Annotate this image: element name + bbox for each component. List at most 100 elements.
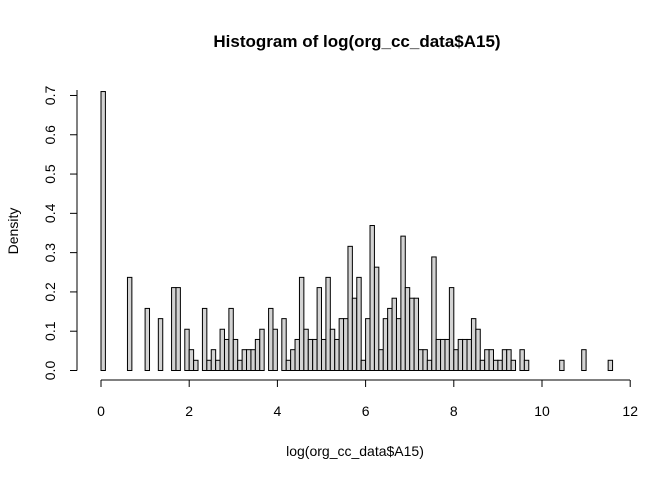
histogram-bar	[334, 338, 340, 372]
histogram-bar	[492, 359, 499, 372]
chart-title: Histogram of log(org_cc_data$A15)	[213, 32, 500, 51]
histogram-bar	[259, 328, 265, 372]
histogram-bar	[378, 349, 384, 371]
histogram-bar	[285, 359, 292, 372]
histogram-bar	[144, 307, 151, 372]
histogram-bar	[466, 338, 472, 372]
bars-group	[100, 91, 614, 372]
histogram-bar	[321, 338, 327, 372]
histogram-bar	[307, 338, 314, 372]
y-tick-label: 0.6	[42, 125, 58, 145]
histogram-bar	[157, 318, 164, 372]
histogram-bar	[347, 245, 353, 371]
x-axis-label: log(org_cc_data$A15)	[286, 443, 424, 459]
histogram-bar	[435, 338, 442, 372]
histogram-bar	[462, 338, 468, 372]
y-tick-label: 0.2	[42, 282, 58, 302]
histogram-bar	[475, 328, 481, 372]
x-tick-label: 10	[534, 403, 550, 419]
histogram-bar	[219, 328, 225, 372]
histogram-bar	[391, 297, 397, 371]
histogram-bar	[510, 359, 517, 372]
histogram-bar	[607, 359, 614, 372]
histogram-bar	[457, 338, 464, 372]
histogram-bar	[193, 359, 199, 372]
histogram-bar	[400, 235, 406, 371]
y-tick-label: 0.3	[42, 243, 58, 263]
histogram-bar	[519, 349, 525, 371]
histogram-bar	[126, 276, 133, 371]
histogram-bar	[188, 349, 195, 371]
y-tick-label: 0.5	[42, 164, 58, 184]
histogram-bar	[294, 338, 300, 372]
histogram-bar	[246, 349, 252, 371]
histogram-bar	[184, 328, 190, 372]
x-tick-label: 12	[622, 403, 638, 419]
histogram-bar	[356, 276, 362, 371]
y-tick-label: 0.1	[42, 321, 58, 341]
histogram-bar	[387, 307, 393, 372]
x-tick-label: 8	[450, 403, 458, 419]
histogram-bar	[488, 349, 494, 371]
histogram-bar	[312, 338, 318, 372]
histogram-bar	[506, 349, 512, 371]
histogram-bar	[409, 297, 415, 371]
histogram-bar	[237, 359, 243, 372]
y-tick-label: 0.4	[42, 203, 58, 223]
histogram-bar	[254, 338, 261, 372]
histogram-bar	[303, 328, 309, 372]
histogram-bar	[171, 287, 177, 372]
x-tick-label: 4	[274, 403, 282, 419]
histogram-bar	[329, 328, 336, 372]
histogram-bar	[316, 287, 322, 372]
histogram-bar	[100, 91, 106, 372]
histogram-bar	[290, 349, 296, 371]
histogram-bar	[395, 318, 402, 372]
histogram-bar	[210, 349, 217, 371]
histogram-bar	[484, 349, 490, 371]
histogram-bar	[382, 318, 389, 372]
histogram-bar	[338, 318, 345, 372]
x-tick-label: 6	[362, 403, 370, 419]
histogram-bar	[365, 318, 371, 372]
histogram-bar	[228, 307, 234, 372]
histogram-bar	[343, 318, 349, 372]
x-ticks-group: 0 2 4 6 8 10 12	[97, 380, 638, 419]
histogram-bar	[523, 359, 530, 372]
y-tick-label: 0.7	[42, 86, 58, 106]
histogram-bar	[479, 359, 486, 372]
histogram-bar	[360, 359, 367, 372]
histogram-bar	[232, 338, 239, 372]
y-ticks-group: 0.0 0.1 0.2 0.3 0.4 0.5 0.6 0.7	[42, 86, 77, 381]
histogram-bar	[241, 349, 248, 371]
histogram-bar	[250, 349, 256, 371]
histogram-bar	[369, 225, 375, 371]
histogram-bar	[351, 297, 358, 371]
histogram-bar	[272, 328, 278, 372]
histogram-bar	[281, 318, 287, 372]
histogram-bar	[426, 359, 433, 372]
y-axis-label: Density	[5, 208, 21, 255]
histogram-bar	[373, 266, 380, 371]
histogram-bar	[404, 287, 411, 372]
histogram-bar	[422, 349, 428, 371]
histogram-bar	[448, 287, 455, 372]
histogram-bar	[325, 276, 331, 371]
histogram-bar	[497, 359, 503, 372]
histogram-bar	[431, 256, 437, 372]
y-tick-label: 0.0	[42, 361, 58, 381]
histogram-bar	[298, 276, 305, 371]
histogram-bar	[413, 297, 420, 371]
histogram-bar	[444, 338, 450, 372]
histogram-bar	[175, 287, 181, 372]
histogram-bar	[581, 349, 587, 371]
histogram-bar	[201, 307, 208, 372]
histogram-bar	[215, 359, 221, 372]
histogram-bar	[206, 359, 212, 372]
histogram-bar	[559, 359, 565, 372]
histogram-bar	[440, 338, 446, 372]
x-tick-label: 0	[97, 403, 105, 419]
histogram-bar	[268, 307, 274, 372]
histogram-bar	[223, 338, 230, 372]
